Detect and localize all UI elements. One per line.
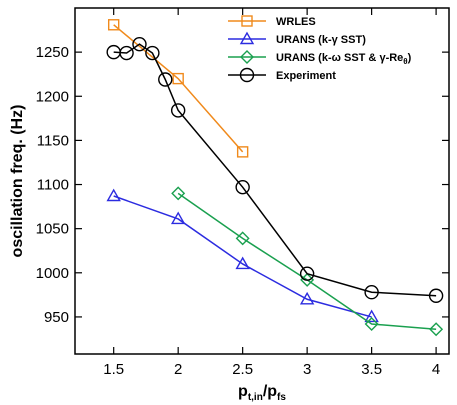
circle-marker xyxy=(239,67,255,83)
circle-marker xyxy=(158,72,173,87)
x-tick-label: 3.5 xyxy=(361,361,382,378)
x-axis-title-sub1: t,in xyxy=(248,392,263,403)
triangle-marker xyxy=(235,256,250,270)
series-line xyxy=(113,24,244,153)
x-axis-title-sub2: fs xyxy=(277,392,286,403)
series-2 xyxy=(171,186,444,337)
triangle-marker xyxy=(106,188,121,202)
circle-marker xyxy=(235,179,250,195)
diamond-marker xyxy=(364,316,379,331)
y-tick-label: 1000 xyxy=(36,265,69,282)
legend-label: Experiment xyxy=(276,70,336,82)
square-marker xyxy=(236,146,249,158)
y-tick-label: 1150 xyxy=(37,132,69,149)
circle-marker xyxy=(170,103,186,118)
circle-marker xyxy=(428,288,444,303)
x-axis-title-mid: /p xyxy=(263,383,277,400)
legend-item: WRLES xyxy=(228,15,316,28)
triangle-marker xyxy=(364,309,379,323)
legend: WRLES URANS (k-γ SST) URANS (k-ω SST & γ-R… xyxy=(228,15,412,83)
series-line xyxy=(113,43,437,297)
legend-item: URANS (k-γ SST) xyxy=(228,31,366,46)
diamond-marker xyxy=(300,272,315,287)
circle-marker xyxy=(132,36,147,52)
x-tick-label: 1.5 xyxy=(103,361,124,378)
y-tick-label: 1100 xyxy=(37,177,69,194)
triangle-marker xyxy=(170,211,186,225)
x-tick-label: 2 xyxy=(174,361,182,378)
y-tick-label: 1050 xyxy=(36,221,69,238)
x-tick-label: 2.5 xyxy=(232,361,253,378)
triangle-marker xyxy=(239,31,255,45)
legend-item: URANS (k-ω SST & γ-Reθ) xyxy=(228,50,412,66)
diamond-marker xyxy=(235,231,250,246)
legend-label: WRLES xyxy=(276,16,316,28)
series-line xyxy=(177,192,437,331)
circle-marker xyxy=(119,45,134,61)
plot-frame xyxy=(74,7,450,355)
legend-item: Experiment xyxy=(228,67,336,83)
circle-marker xyxy=(145,45,160,61)
x-axis-title-main: p xyxy=(238,383,248,400)
series-line xyxy=(113,195,372,318)
diamond-marker xyxy=(429,322,444,337)
series-1 xyxy=(106,188,379,323)
y-tick-label: 950 xyxy=(44,309,69,326)
square-marker xyxy=(172,72,184,85)
circle-marker xyxy=(364,285,379,300)
y-tick-label: 1200 xyxy=(36,88,69,105)
circle-marker xyxy=(299,266,315,281)
diamond-marker xyxy=(240,50,254,64)
y-tick-label: 1250 xyxy=(36,44,69,61)
series-3 xyxy=(106,36,444,303)
x-axis-title: pt,in/pfs xyxy=(238,383,286,403)
series-layer xyxy=(106,19,444,337)
series-0 xyxy=(107,19,249,158)
square-marker xyxy=(241,15,253,27)
x-tick-label: 4 xyxy=(432,361,440,378)
triangle-marker xyxy=(299,291,315,305)
x-tick-label: 3 xyxy=(303,361,311,378)
legend-label: URANS (k-ω SST & γ-Reθ) xyxy=(276,52,412,66)
diamond-marker xyxy=(171,186,186,201)
square-marker xyxy=(107,19,120,31)
y-axis-title: oscillation freq. (Hz) xyxy=(9,105,26,258)
legend-label: URANS (k-γ SST) xyxy=(276,34,366,46)
axis-ticks: 1.5 2 2.5 3 3.5 4 950 1000 1050 1100 1150 1200 1250 xyxy=(36,8,449,378)
